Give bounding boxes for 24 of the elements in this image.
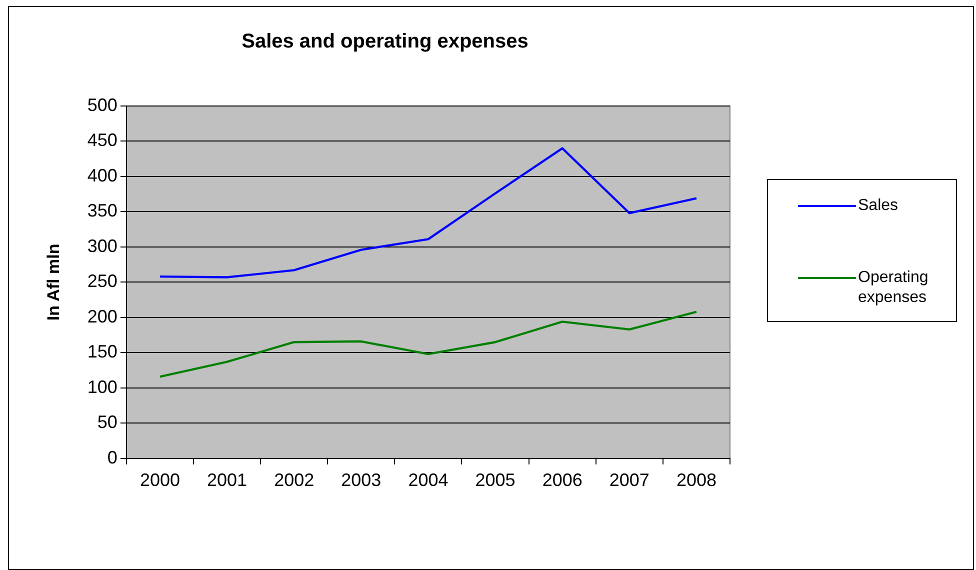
x-tick-label: 2003: [341, 470, 382, 490]
x-tick-label: 2004: [408, 470, 448, 490]
chart-title: Sales and operating expenses: [242, 30, 528, 53]
x-tick-label: 2005: [475, 470, 516, 490]
y-tick-label: 350: [87, 200, 118, 221]
y-tick-label: 100: [87, 376, 118, 397]
y-tick-label: 500: [87, 94, 118, 115]
y-tick-label: 0: [107, 447, 118, 468]
x-tick-label: 2006: [542, 470, 582, 490]
x-tick-label: 2002: [274, 470, 314, 490]
y-tick-label: 50: [97, 412, 118, 432]
x-tick-label: 2007: [609, 470, 650, 490]
legend-label: Sales: [858, 196, 900, 216]
y-tick-label: 200: [87, 306, 118, 326]
y-axis-title: In Afl mln: [44, 244, 63, 321]
y-tick-label: 150: [87, 342, 118, 362]
y-tick-label: 300: [87, 236, 118, 256]
x-tick-label: 2008: [676, 470, 716, 490]
x-tick-label: 2000: [140, 470, 180, 490]
x-tick-label: 2001: [207, 470, 248, 490]
y-tick-label: 250: [87, 271, 118, 292]
y-tick-label: 450: [87, 130, 118, 150]
y-tick-label: 400: [87, 165, 118, 186]
legend-label: Operating expenses: [858, 268, 930, 308]
